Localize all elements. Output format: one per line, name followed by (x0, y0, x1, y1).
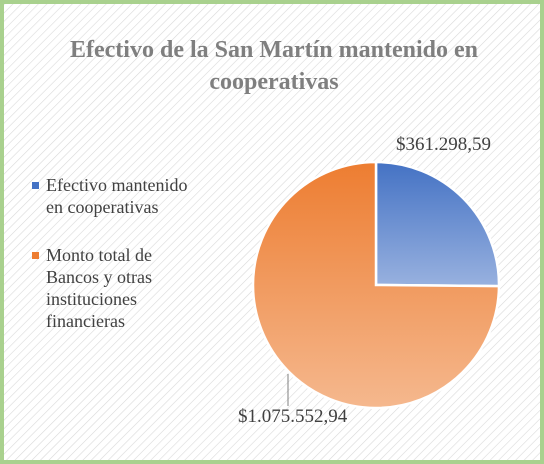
data-label: $361.298,59 (396, 134, 491, 155)
legend-swatch (32, 252, 39, 259)
legend-entry: Efectivo mantenido en cooperativas (32, 174, 202, 218)
pie-area: $361.298,59 $1.075.552,94 (238, 134, 501, 427)
legend-swatch (32, 182, 39, 189)
legend-label: Efectivo mantenido en cooperativas (46, 175, 188, 217)
chart-title: Efectivo de la San Martín mantenido en c… (70, 37, 478, 95)
legend: Efectivo mantenido en cooperativas Monto … (32, 174, 202, 358)
data-label: $1.075.552,94 (238, 406, 348, 427)
pie-slice (374, 160, 501, 288)
legend-entry: Monto total de Bancos y otras institucio… (32, 244, 202, 332)
legend-label: Monto total de Bancos y otras institucio… (46, 245, 152, 331)
pie-slice (251, 160, 501, 410)
